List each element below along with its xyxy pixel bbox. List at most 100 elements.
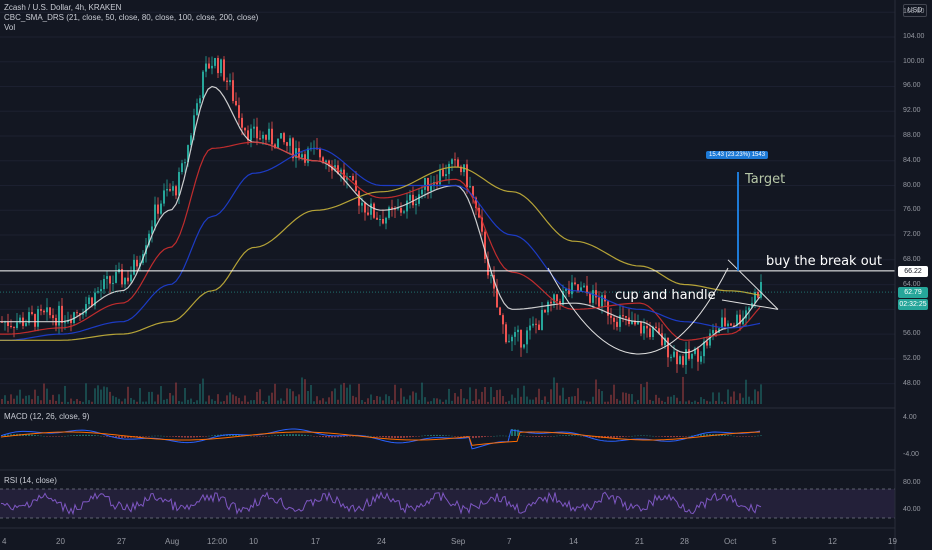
volume-bar: [94, 388, 96, 404]
volume-bar: [607, 401, 609, 404]
volume-bar: [541, 399, 543, 404]
volume-bar: [394, 384, 396, 404]
volume-bar: [559, 395, 561, 404]
macd-histogram-bar: [466, 436, 468, 437]
macd-histogram-bar: [619, 436, 621, 438]
volume-bar: [466, 399, 468, 404]
macd-histogram-bar: [682, 436, 684, 437]
volume-legend[interactable]: Vol: [4, 23, 16, 32]
candle-body: [712, 330, 714, 334]
rsi-label[interactable]: RSI (14, close): [4, 476, 57, 485]
candle-body: [706, 341, 708, 346]
macd-histogram-bar: [349, 436, 351, 437]
macd-histogram-bar: [55, 436, 57, 437]
candle-body: [460, 166, 462, 173]
volume-bar: [274, 383, 276, 404]
macd-histogram-bar: [649, 435, 651, 437]
candle-body: [427, 177, 429, 191]
volume-bar: [112, 395, 114, 404]
macd-histogram-bar: [139, 436, 141, 437]
cup-and-handle-annotation[interactable]: cup and handle: [615, 288, 716, 303]
candle-body: [391, 207, 393, 209]
macd-histogram-bar: [151, 435, 153, 437]
macd-histogram-bar: [382, 436, 384, 438]
rsi-band: [0, 489, 895, 518]
volume-bar: [406, 399, 408, 404]
volume-bar: [673, 395, 675, 404]
macd-histogram-bar: [697, 434, 699, 436]
candle-body: [289, 138, 291, 146]
volume-bar: [568, 396, 570, 404]
candle-body: [352, 176, 354, 181]
candle-body: [616, 321, 618, 327]
volume-bars: [1, 376, 762, 404]
candle-body: [703, 341, 705, 357]
candle-body: [7, 321, 9, 326]
macd-histogram-bar: [322, 436, 324, 438]
macd-histogram-bar: [376, 436, 378, 437]
volume-bar: [736, 400, 738, 404]
cup-curve: [547, 267, 729, 355]
candle-body: [430, 184, 432, 191]
volume-bar: [382, 400, 384, 404]
candle-body: [376, 217, 378, 220]
symbol-title[interactable]: Zcash / U.S. Dollar, 4h, KRAKEN: [4, 3, 122, 12]
macd-histogram-bar: [391, 436, 393, 438]
candle-body: [58, 305, 60, 326]
currency-button[interactable]: USD: [903, 4, 927, 17]
macd-histogram-bar: [685, 436, 687, 437]
candle-body: [547, 301, 549, 313]
volume-bar: [637, 399, 639, 404]
macd-histogram-bar: [316, 436, 318, 437]
candle-body: [367, 212, 369, 215]
macd-histogram-bar: [346, 436, 348, 437]
candle-body: [385, 217, 387, 224]
volume-bar: [49, 399, 51, 404]
macd-histogram-bar: [628, 436, 630, 437]
macd-histogram-bar: [754, 435, 756, 437]
volume-bar: [694, 400, 696, 404]
macd-histogram-bar: [502, 435, 504, 437]
macd-histogram-bar: [736, 436, 738, 437]
volume-bar: [34, 389, 36, 404]
candle-body: [664, 337, 666, 346]
volume-bar: [478, 399, 480, 404]
volume-bar: [97, 385, 99, 404]
macd-label[interactable]: MACD (12, 26, close, 9): [4, 412, 90, 421]
volume-bar: [325, 401, 327, 404]
volume-bar: [508, 400, 510, 404]
volume-bar: [316, 396, 318, 404]
time-tick: 27: [117, 537, 126, 546]
macd-histogram-bar: [184, 436, 186, 438]
volume-bar: [550, 389, 552, 404]
breakout-annotation[interactable]: buy the break out: [766, 254, 883, 269]
handle-upper-line: [727, 259, 779, 310]
candle-body: [214, 58, 216, 66]
target-callout[interactable]: 15.43 (23.23%) 1543: [706, 151, 769, 159]
macd-histogram-bar: [730, 435, 732, 437]
macd-histogram-bar: [211, 435, 213, 436]
macd-histogram-bar: [190, 436, 192, 438]
indicator-legend[interactable]: CBC_SMA_DRS (21, close, 50, close, 80, c…: [4, 13, 259, 22]
gridlines: [0, 11, 895, 385]
macd-histogram-bar: [529, 436, 531, 437]
target-annotation[interactable]: Target: [745, 172, 786, 187]
macd-histogram-bar: [325, 436, 327, 438]
candle-body: [358, 190, 360, 206]
volume-bar: [547, 401, 549, 404]
macd-histogram-bar: [484, 436, 486, 437]
macd-histogram-bar: [157, 435, 159, 437]
candle-body: [403, 211, 405, 213]
volume-bar: [187, 399, 189, 404]
candle-body: [448, 163, 450, 175]
time-tick: 20: [56, 537, 65, 546]
macd-histogram-bar: [394, 436, 396, 439]
volume-bar: [160, 386, 162, 404]
macd-histogram-bar: [664, 436, 666, 437]
candle-body: [523, 344, 525, 348]
candle-body: [466, 164, 468, 188]
sma-line: [0, 147, 761, 341]
candle-body: [754, 291, 756, 303]
macd-histogram-bar: [706, 434, 708, 436]
